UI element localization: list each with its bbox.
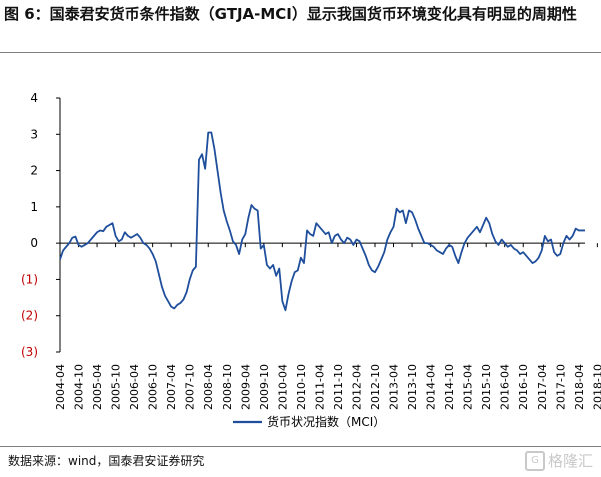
x-tick-label: 2015-04 (462, 364, 475, 410)
figure-title: 图 6：国泰君安货币条件指数（GTJA-MCI）显示我国货币环境变化具有明显的周… (4, 5, 577, 23)
watermark-icon: G (524, 450, 545, 471)
x-tick-label: 2004-10 (73, 364, 86, 410)
y-axis: 4 3 2 1 0 (1) (2) (3) (21, 91, 61, 359)
y-tick-label: (3) (21, 345, 38, 359)
x-tick-label: 2013-04 (388, 364, 401, 410)
y-tick-label: (2) (21, 309, 38, 323)
y-tick-label: 3 (30, 127, 38, 141)
x-tick-label: 2017-10 (554, 364, 567, 410)
x-tick-label: 2012-04 (350, 364, 363, 410)
x-tick-label: 2005-04 (91, 364, 104, 410)
x-tick-label: 2009-10 (258, 364, 271, 410)
legend: 货币状况指数（MCI） (233, 414, 385, 429)
x-tick-label: 2006-10 (147, 364, 160, 410)
x-axis: 2004-04 2004-10 2005-04 2005-10 2006-04 2006-… (54, 242, 601, 410)
x-tick-label: 2010-04 (276, 364, 289, 410)
x-tick-label: 2007-04 (165, 364, 178, 410)
x-tick-label: 2008-04 (202, 364, 215, 410)
x-tick-label: 2014-04 (425, 364, 438, 410)
x-tick-label: 2016-04 (499, 364, 512, 410)
x-tick-label: 2016-10 (517, 364, 530, 410)
source-divider (0, 446, 601, 447)
x-tick-label: 2013-10 (406, 364, 419, 410)
x-tick-label: 2011-04 (313, 364, 326, 410)
watermark-text: 格隆汇 (547, 452, 593, 470)
x-tick-label: 2009-04 (239, 364, 252, 410)
y-tick-label: 2 (30, 164, 38, 178)
x-tick-label: 2008-10 (221, 364, 234, 410)
series-line-mci (59, 131, 585, 312)
legend-label: 货币状况指数（MCI） (267, 414, 385, 429)
title-divider (0, 52, 601, 53)
x-tick-label: 2017-04 (536, 364, 549, 410)
y-tick-label: 0 (30, 236, 38, 250)
x-tick-label: 2014-10 (443, 364, 456, 410)
x-tick-label: 2018-04 (573, 364, 586, 410)
y-tick-label: 4 (30, 91, 38, 105)
watermark-logo: G 格隆汇 (524, 450, 593, 471)
source-note: 数据来源：wind，国泰君安证券研究 (8, 454, 205, 468)
y-tick-label: 1 (30, 200, 38, 214)
x-tick-label: 2006-04 (128, 364, 141, 410)
x-tick-label: 2011-10 (332, 364, 345, 410)
y-tick-label: (1) (21, 272, 38, 286)
x-tick-label: 2015-10 (480, 364, 493, 410)
mci-line-chart: 4 3 2 1 0 (1) (2) (3) 2004-04 2004-10 2005-04 2005… (21, 91, 601, 429)
x-tick-label: 2010-10 (295, 364, 308, 410)
series-group (59, 131, 585, 312)
x-tick-label: 2007-10 (184, 364, 197, 410)
x-tick-label: 2012-10 (369, 364, 382, 410)
x-tick-label: 2004-04 (54, 364, 67, 410)
x-tick-label: 2018-10 (591, 364, 601, 410)
x-tick-label: 2005-10 (110, 364, 123, 410)
